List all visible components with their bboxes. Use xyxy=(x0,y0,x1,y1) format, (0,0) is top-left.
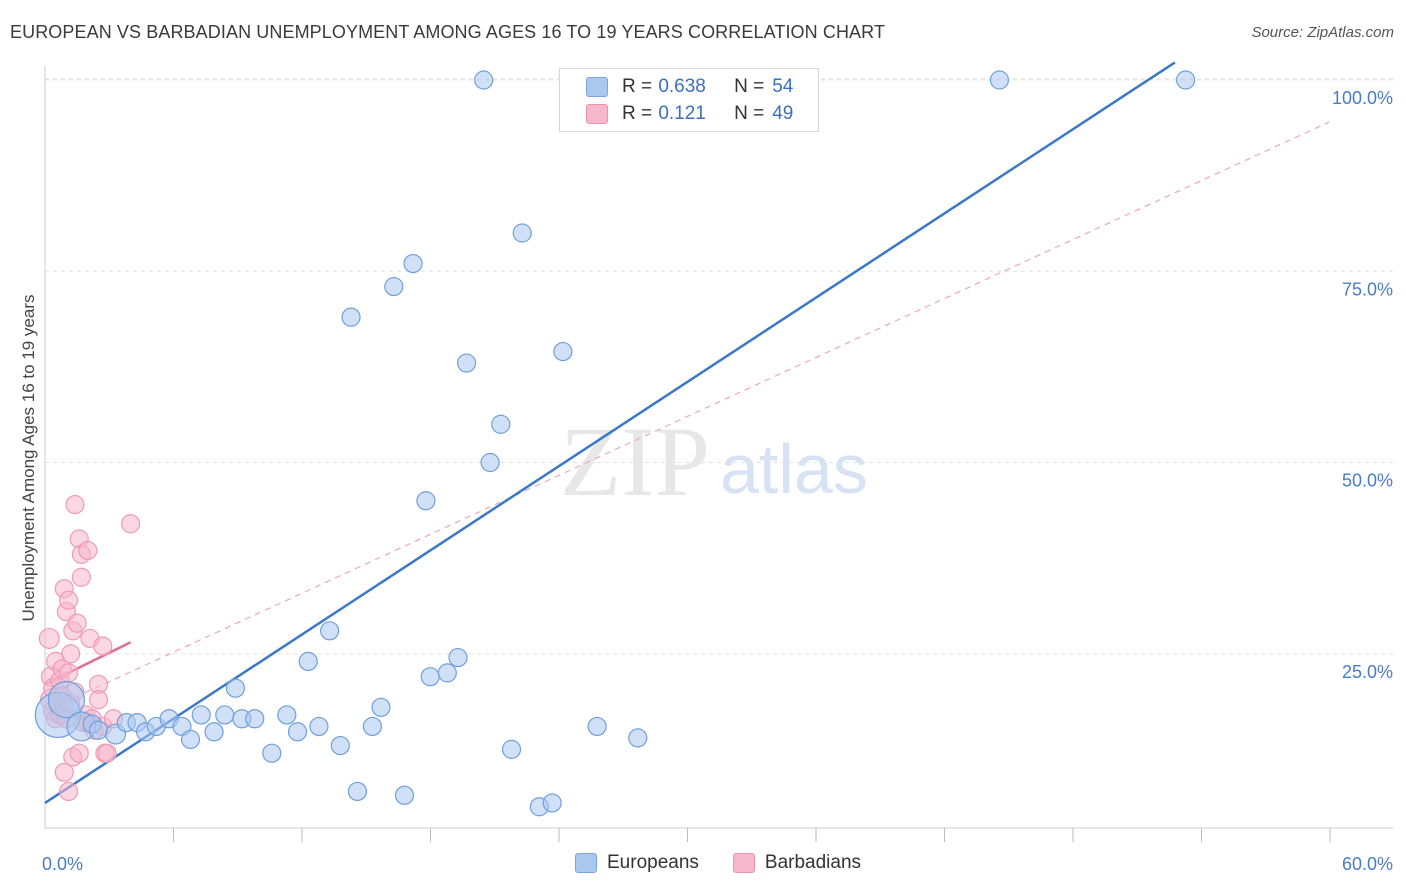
europeans-point xyxy=(262,743,282,763)
legend-r-label: R = xyxy=(622,103,653,124)
europeans-point xyxy=(298,651,318,672)
europeans-trend-line xyxy=(44,61,1176,804)
barbadians-swatch xyxy=(586,104,608,124)
europeans-point xyxy=(474,70,494,90)
barbadians-point xyxy=(54,762,74,782)
europeans-point xyxy=(245,709,265,729)
europeans-point xyxy=(180,729,201,750)
barbadians-point xyxy=(97,743,117,763)
y-tick-label-75: 75.0% xyxy=(1342,279,1393,299)
legend-item-barbadians[interactable]: Barbadians xyxy=(732,852,862,874)
europeans-point xyxy=(437,663,457,683)
barbadians-point xyxy=(58,781,79,802)
europeans-point xyxy=(225,678,246,698)
legend-r-label: R = xyxy=(622,76,653,97)
europeans-point xyxy=(480,452,500,473)
europeans-point xyxy=(456,353,477,373)
source-credit: Source: ZipAtlas.com xyxy=(1251,24,1394,41)
x-ticks xyxy=(173,828,1331,842)
barbadians-legend-swatch xyxy=(732,853,755,873)
barbadians-point xyxy=(58,590,79,610)
europeans-point xyxy=(204,722,224,742)
y-tick-labels: 25.0% 50.0% 75.0% 100.0% xyxy=(1332,88,1393,682)
legend-row-barbadians: R = 0.121 N = 49 xyxy=(586,102,793,126)
watermark-atlas: atlas xyxy=(720,430,868,508)
europeans-points xyxy=(34,70,1196,817)
barbadians-point xyxy=(58,663,79,683)
europeans-point xyxy=(88,720,109,740)
legend-item-europeans[interactable]: Europeans xyxy=(575,852,699,874)
legend-r-value-europeans: 0.638 xyxy=(658,76,706,97)
europeans-point xyxy=(309,716,329,737)
barbadians-trend-extension xyxy=(44,121,1330,712)
europeans-legend-swatch xyxy=(575,853,597,873)
europeans-point xyxy=(416,491,436,511)
europeans-point xyxy=(47,681,86,719)
europeans-point xyxy=(215,705,235,725)
legend-r-value-barbadians: 0.121 xyxy=(658,103,706,124)
legend-row-europeans: R = 0.638 N = 54 xyxy=(586,75,793,99)
barbadians-point xyxy=(69,743,89,763)
y-tick-label-100: 100.0% xyxy=(1332,88,1393,108)
series-legend: Europeans Barbadians xyxy=(575,852,895,874)
barbadians-point xyxy=(38,627,60,649)
europeans-point xyxy=(394,785,415,805)
europeans-point xyxy=(448,647,468,668)
barbadians-point xyxy=(88,690,109,710)
europeans-point xyxy=(420,667,440,687)
europeans-point xyxy=(362,716,383,737)
legend-n-label: N = xyxy=(734,76,765,97)
europeans-point xyxy=(320,621,340,641)
y-tick-label-50: 50.0% xyxy=(1342,471,1393,491)
barbadians-point xyxy=(78,540,98,561)
europeans-point xyxy=(491,414,511,434)
europeans-point xyxy=(628,728,648,748)
legend-label-europeans: Europeans xyxy=(607,852,699,873)
europeans-point xyxy=(384,276,404,297)
barbadians-point xyxy=(121,514,141,534)
barbadians-point xyxy=(67,613,87,633)
europeans-point xyxy=(989,70,1010,90)
stats-legend: R = 0.638 N = 54 R = 0.121 N = 49 xyxy=(559,68,819,132)
watermark-zip: ZIP xyxy=(560,406,710,517)
barbadians-point xyxy=(65,494,85,515)
europeans-point xyxy=(542,793,562,813)
europeans-point xyxy=(553,341,573,362)
europeans-point xyxy=(501,739,522,759)
legend-n-value-barbadians: 49 xyxy=(772,103,794,124)
legend-n-label: N = xyxy=(734,103,765,124)
europeans-point xyxy=(371,697,391,717)
barbadians-point xyxy=(71,567,91,587)
europeans-point xyxy=(403,254,423,274)
europeans-point xyxy=(330,735,350,756)
gridlines xyxy=(45,78,1393,655)
europeans-point xyxy=(277,705,297,725)
barbadians-point xyxy=(93,636,113,656)
europeans-point xyxy=(347,781,368,802)
barbadians-point xyxy=(61,644,81,664)
legend-label-barbadians: Barbadians xyxy=(764,852,862,873)
y-axis-label: Unemployment Among Ages 16 to 19 years xyxy=(19,295,38,622)
legend-n-value-europeans: 54 xyxy=(772,76,794,97)
europeans-point xyxy=(191,705,211,725)
europeans-point xyxy=(587,716,607,737)
europeans-point xyxy=(287,722,308,742)
europeans-point xyxy=(341,307,361,327)
europeans-swatch xyxy=(586,77,608,97)
europeans-point xyxy=(1176,70,1196,90)
y-tick-label-25: 25.0% xyxy=(1342,662,1393,682)
europeans-point xyxy=(512,223,532,243)
x-tick-label-max: 60.0% xyxy=(1342,854,1393,874)
chart-title: EUROPEAN VS BARBADIAN UNEMPLOYMENT AMONG… xyxy=(10,22,886,42)
x-tick-label-min: 0.0% xyxy=(42,854,83,874)
barbadians-points xyxy=(38,494,141,802)
